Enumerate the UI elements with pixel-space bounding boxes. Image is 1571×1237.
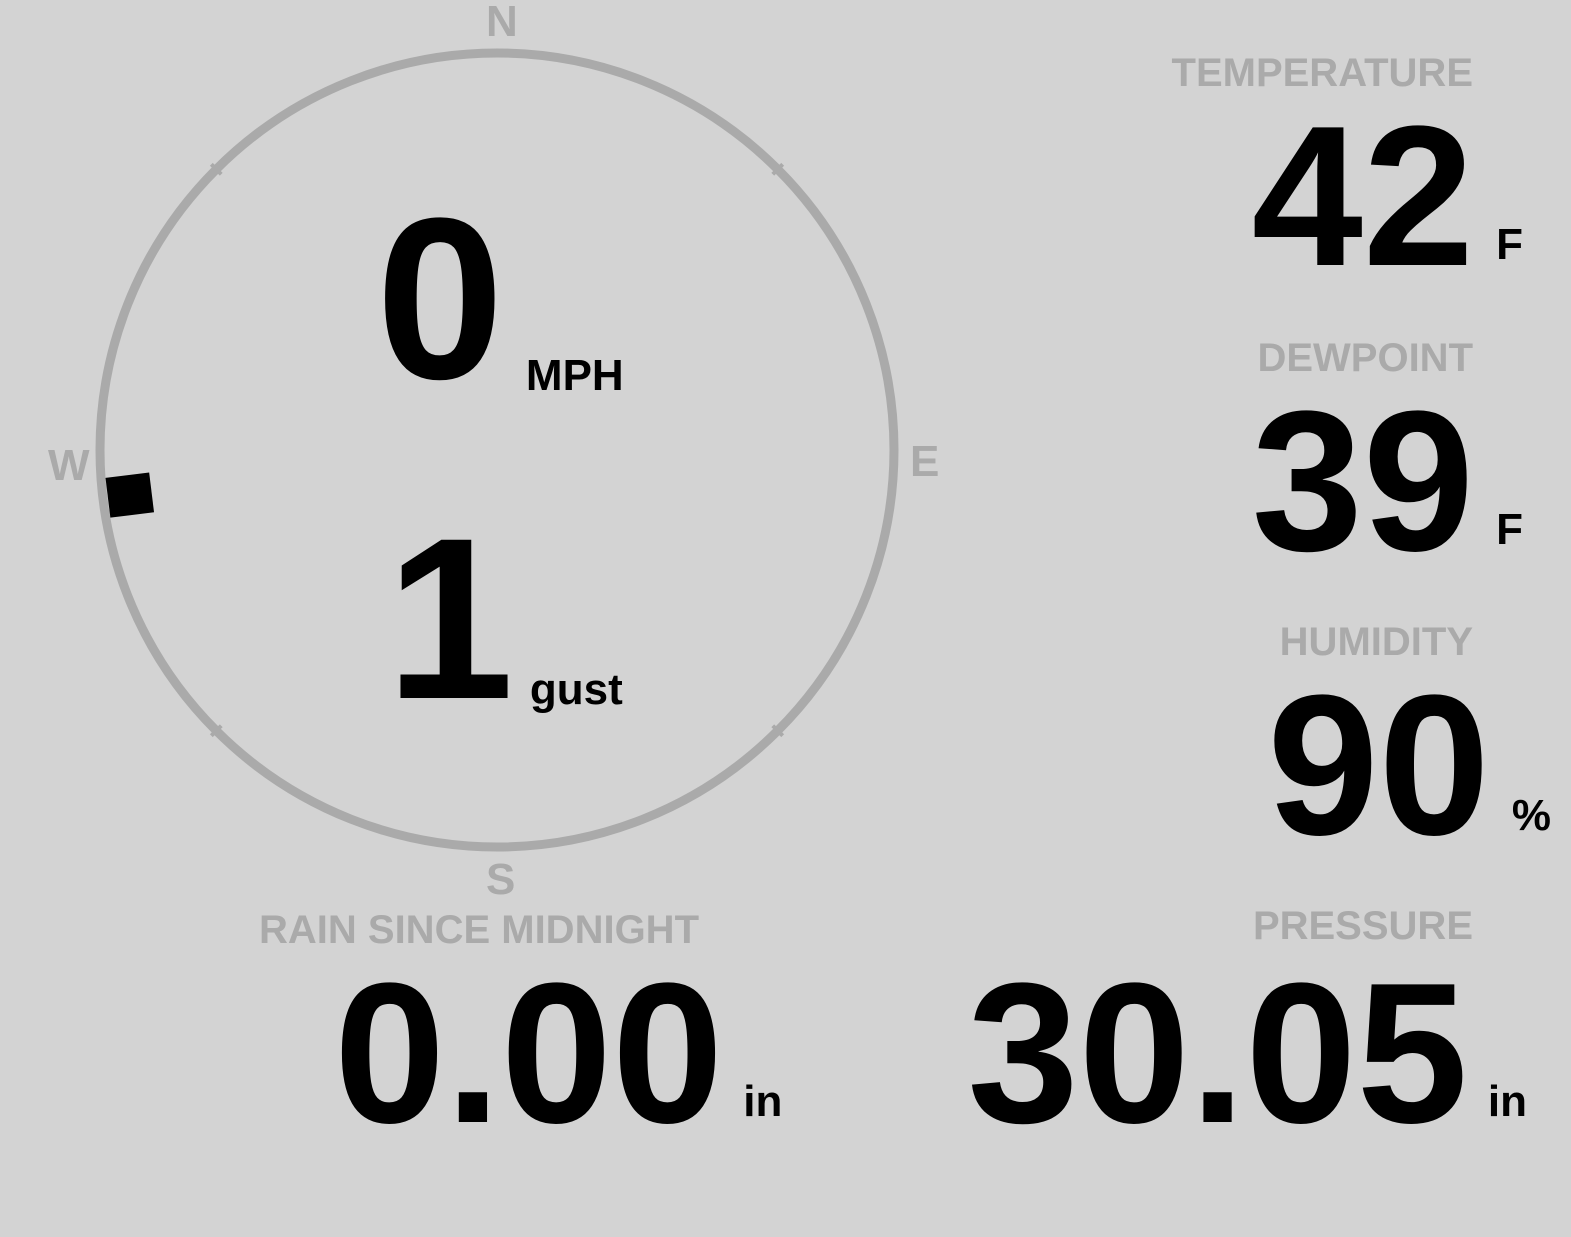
- temperature-label: TEMPERATURE: [1171, 51, 1473, 95]
- humidity: 90 %: [1267, 666, 1551, 866]
- compass-tick: [771, 724, 785, 738]
- temperature-value: 42: [1251, 85, 1475, 308]
- wind-gust: 1 gust: [386, 504, 623, 734]
- compass-tick: [209, 162, 223, 176]
- wind-gust-value: 1: [386, 490, 514, 747]
- rain-value: 0.00: [334, 942, 724, 1165]
- humidity-unit: %: [1511, 791, 1551, 840]
- humidity-label: HUMIDITY: [1279, 620, 1473, 664]
- wind-speed-unit: MPH: [525, 351, 624, 400]
- rain-unit: in: [743, 1077, 783, 1126]
- pressure-unit: in: [1487, 1077, 1527, 1126]
- temperature-unit: F: [1496, 220, 1523, 269]
- wind-gust-unit: gust: [529, 665, 623, 714]
- temperature: 42 F: [1252, 97, 1523, 297]
- compass-south: S: [486, 855, 516, 904]
- dewpoint-value: 39: [1251, 370, 1475, 593]
- compass-tick: [771, 162, 785, 176]
- compass-north: N: [486, 0, 518, 46]
- wind-direction-indicator: [105, 472, 155, 518]
- compass-ring: [95, 48, 899, 852]
- dewpoint-label: DEWPOINT: [1257, 336, 1473, 380]
- dewpoint-unit: F: [1496, 505, 1523, 554]
- wind-speed-value: 0: [376, 170, 504, 427]
- rain-label: RAIN SINCE MIDNIGHT: [259, 908, 699, 952]
- compass-tick: [209, 724, 223, 738]
- rain: 0.00 in: [334, 954, 782, 1154]
- wind-speed: 0 MPH: [376, 184, 624, 414]
- compass-east: E: [910, 437, 940, 486]
- compass-west: W: [48, 441, 90, 490]
- pressure: 30.05 in: [967, 954, 1527, 1154]
- pressure-value: 30.05: [967, 942, 1468, 1165]
- dewpoint: 39 F: [1252, 382, 1523, 582]
- pressure-label: PRESSURE: [1252, 904, 1473, 948]
- wind-compass: [95, 48, 899, 852]
- humidity-value: 90: [1267, 654, 1490, 877]
